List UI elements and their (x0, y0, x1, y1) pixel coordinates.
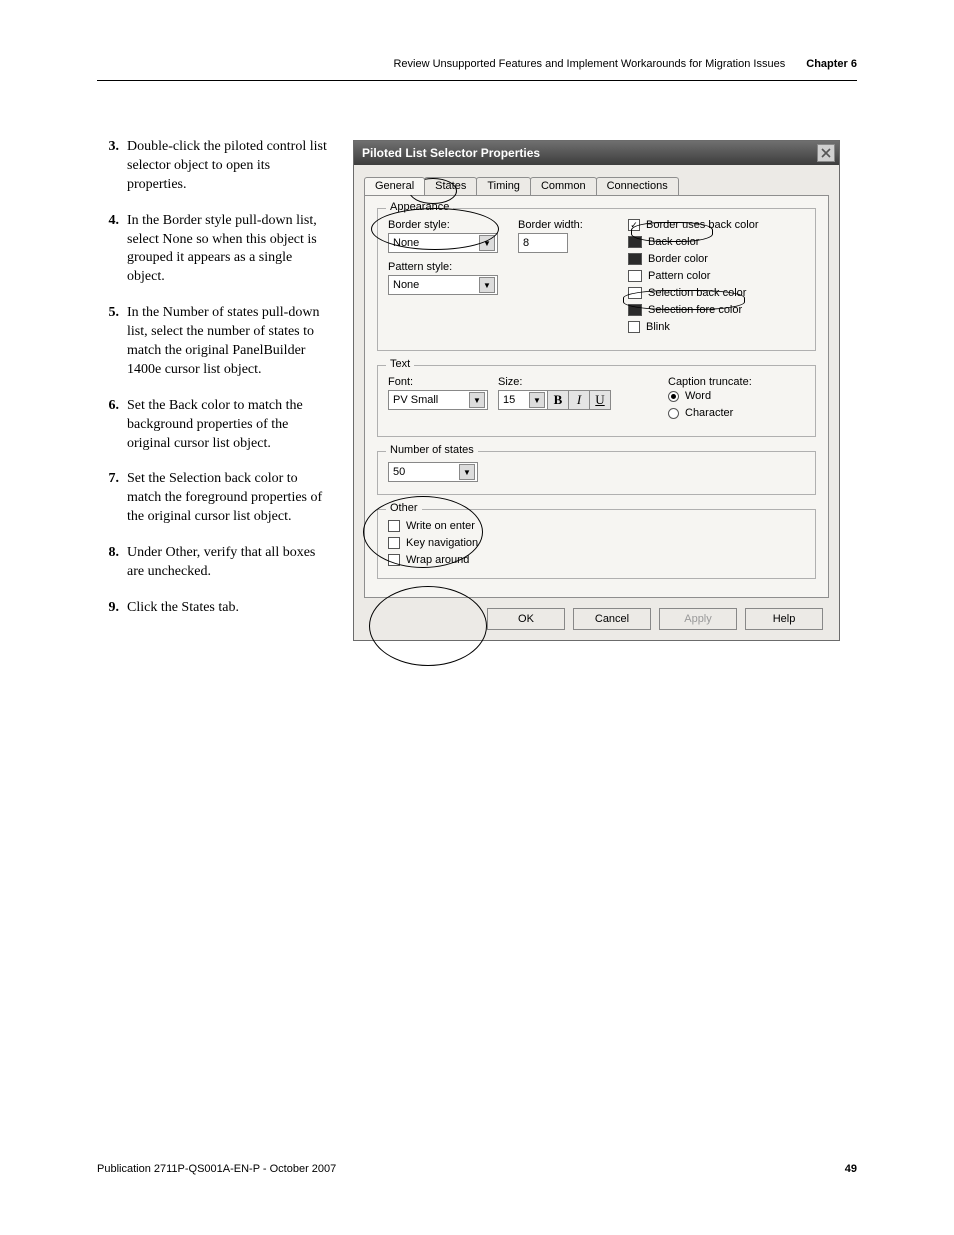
color-swatch (628, 253, 642, 265)
tab-connections[interactable]: Connections (596, 177, 679, 195)
numstates-group: Number of states 50 ▼ (377, 451, 816, 495)
border-uses-back-checkbox[interactable]: ✓ Border uses back color (628, 219, 805, 231)
border-width-label: Border width: (518, 219, 628, 231)
back-color-row[interactable]: Back color (628, 236, 805, 248)
other-legend: Other (386, 502, 422, 514)
key-navigation-checkbox[interactable]: Key navigation (388, 537, 805, 549)
border-width-input[interactable]: 8 (518, 233, 568, 253)
border-style-select[interactable]: None ▼ (388, 233, 498, 253)
tab-common[interactable]: Common (530, 177, 597, 195)
chevron-down-icon: ▼ (479, 235, 495, 251)
radio-icon (668, 408, 679, 419)
chevron-down-icon: ▼ (469, 392, 485, 408)
size-select[interactable]: 15 ▼ (498, 390, 548, 410)
help-button[interactable]: Help (745, 608, 823, 630)
text-legend: Text (386, 358, 414, 370)
appearance-legend: Appearance (386, 201, 453, 213)
apply-button[interactable]: Apply (659, 608, 737, 630)
tab-panel: Appearance Border style: None ▼ Pattern … (364, 195, 829, 598)
step-5: 5.In the Number of states pull-down list… (97, 304, 329, 380)
close-button[interactable] (817, 144, 835, 162)
step-6: 6.Set the Back color to match the backgr… (97, 397, 329, 454)
color-swatch (628, 304, 642, 316)
checkbox-icon (388, 537, 400, 549)
header-rule (97, 80, 857, 81)
size-label: Size: (498, 376, 648, 388)
text-group: Text Font: PV Small ▼ Size: 15 (377, 365, 816, 437)
chapter-label: Chapter 6 (806, 58, 857, 70)
page-footer: Publication 2711P-QS001A-EN-P - October … (97, 1163, 857, 1175)
tab-general[interactable]: General (364, 177, 425, 195)
tab-bar: General States Timing Common Connections (364, 173, 829, 195)
truncate-word-radio[interactable]: Word (668, 390, 805, 402)
pattern-style-select[interactable]: None ▼ (388, 275, 498, 295)
step-9: 9.Click the States tab. (97, 599, 329, 618)
pattern-color-row[interactable]: Pattern color (628, 270, 805, 282)
dialog-title: Piloted List Selector Properties (362, 146, 540, 160)
page-header: Review Unsupported Features and Implemen… (393, 58, 857, 70)
underline-button[interactable]: U (589, 390, 611, 410)
border-color-row[interactable]: Border color (628, 253, 805, 265)
color-swatch (628, 270, 642, 282)
checkbox-icon (388, 554, 400, 566)
selection-fore-color-row[interactable]: Selection fore color (628, 304, 805, 316)
font-select[interactable]: PV Small ▼ (388, 390, 488, 410)
write-on-enter-checkbox[interactable]: Write on enter (388, 520, 805, 532)
step-8: 8.Under Other, verify that all boxes are… (97, 544, 329, 582)
tab-timing[interactable]: Timing (476, 177, 531, 195)
caption-truncate-label: Caption truncate: (668, 376, 805, 388)
dialog-titlebar: Piloted List Selector Properties (354, 141, 839, 165)
tab-states[interactable]: States (424, 177, 477, 195)
bold-button[interactable]: B (547, 390, 569, 410)
close-icon (821, 148, 831, 158)
step-7: 7.Set the Selection back color to match … (97, 470, 329, 527)
chevron-down-icon: ▼ (479, 277, 495, 293)
numstates-legend: Number of states (386, 444, 478, 456)
chevron-down-icon: ▼ (459, 464, 475, 480)
other-group: Other Write on enter Key navigation Wrap… (377, 509, 816, 579)
ok-button[interactable]: OK (487, 608, 565, 630)
color-swatch (628, 236, 642, 248)
publication-id: Publication 2711P-QS001A-EN-P - October … (97, 1163, 336, 1175)
chevron-down-icon: ▼ (529, 392, 545, 408)
checkbox-icon (628, 321, 640, 333)
font-label: Font: (388, 376, 498, 388)
checkbox-icon (388, 520, 400, 532)
pattern-style-label: Pattern style: (388, 261, 518, 273)
italic-button[interactable]: I (568, 390, 590, 410)
blink-checkbox[interactable]: Blink (628, 321, 805, 333)
radio-selected-icon (668, 391, 679, 402)
step-3: 3.Double-click the piloted control list … (97, 138, 329, 195)
truncate-char-radio[interactable]: Character (668, 407, 805, 419)
appearance-group: Appearance Border style: None ▼ Pattern … (377, 208, 816, 351)
wrap-around-checkbox[interactable]: Wrap around (388, 554, 805, 566)
cancel-button[interactable]: Cancel (573, 608, 651, 630)
color-swatch (628, 287, 642, 299)
breadcrumb: Review Unsupported Features and Implemen… (393, 58, 785, 70)
numstates-select[interactable]: 50 ▼ (388, 462, 478, 482)
steps-list: 3.Double-click the piloted control list … (97, 138, 329, 635)
border-style-label: Border style: (388, 219, 518, 231)
step-4: 4.In the Border style pull-down list, se… (97, 212, 329, 288)
page-number: 49 (845, 1163, 857, 1175)
properties-dialog: Piloted List Selector Properties General… (353, 140, 840, 641)
dialog-button-row: OK Cancel Apply Help (364, 598, 829, 630)
checkbox-checked-icon: ✓ (628, 219, 640, 231)
selection-back-color-row[interactable]: Selection back color (628, 287, 805, 299)
